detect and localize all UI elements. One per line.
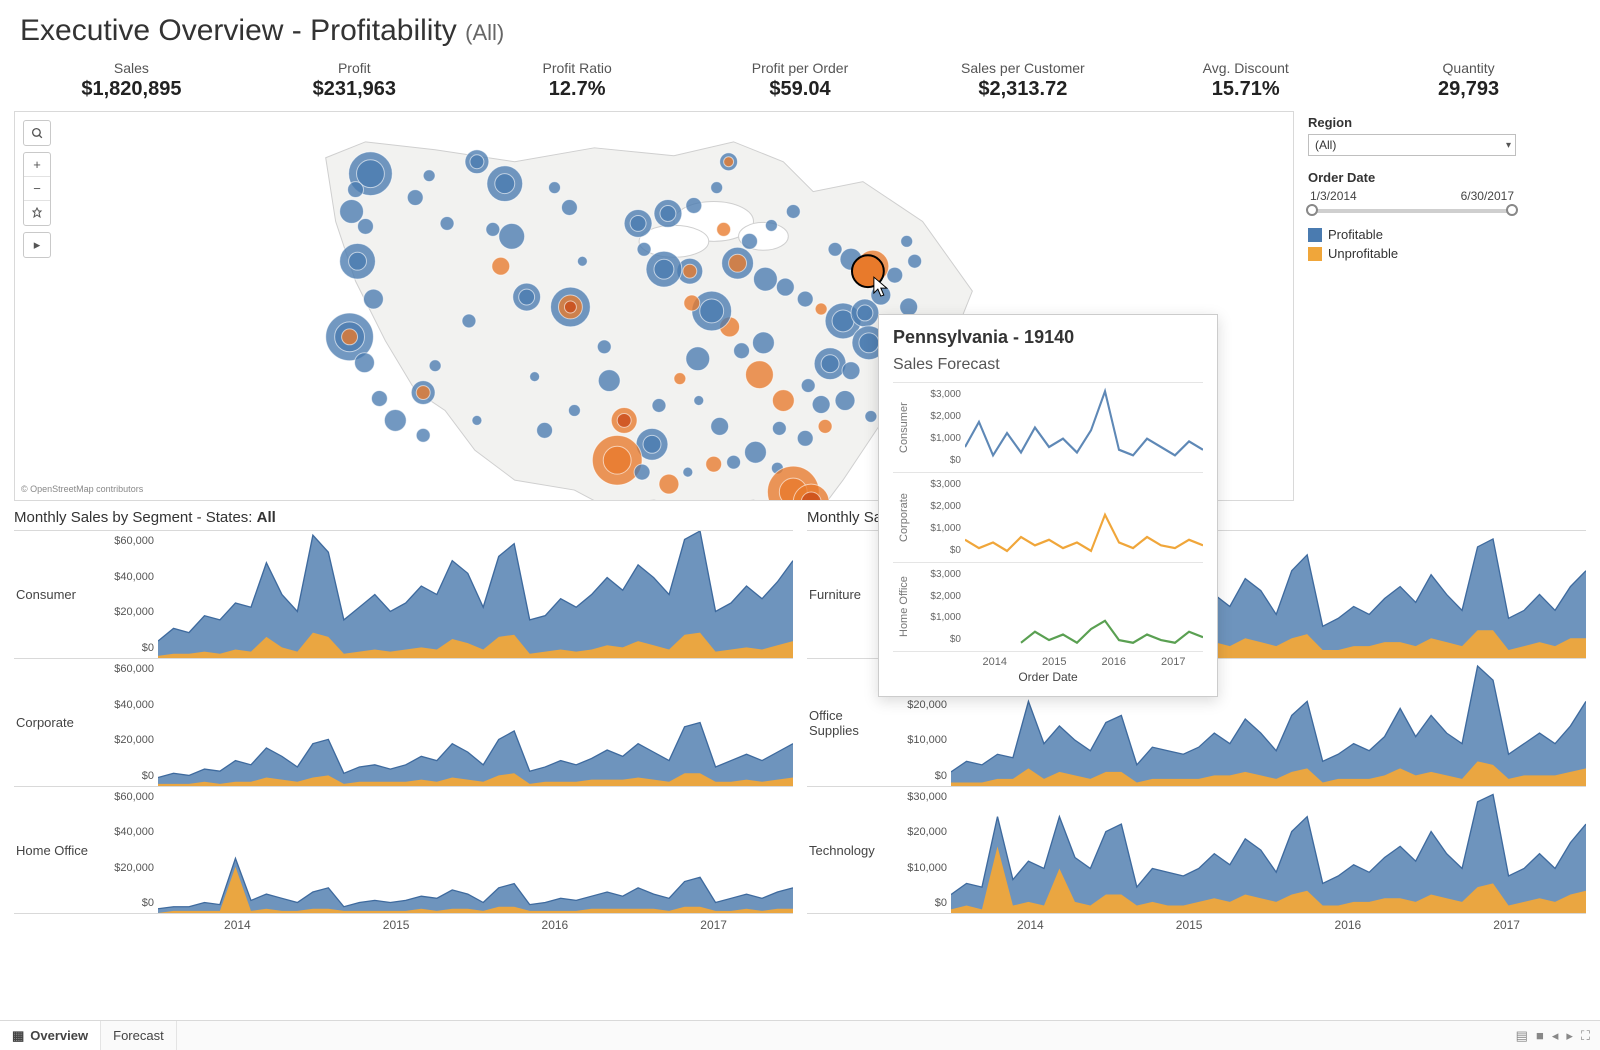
xaxis-year: 2014: [224, 918, 251, 932]
tooltip-yaxis: $3,000$2,000$1,000$0: [915, 563, 965, 651]
kpi-item: Profit $231,963: [243, 60, 466, 101]
legend-item[interactable]: Unprofitable: [1308, 246, 1516, 261]
tooltip-series-row: Consumer$3,000$2,000$1,000$0: [893, 382, 1203, 472]
date-slider[interactable]: [1312, 209, 1512, 213]
sort-asc-icon[interactable]: ▤: [1512, 1028, 1532, 1044]
small-multiple[interactable]: Consumer$60,000$40,000$20,000$0: [14, 530, 793, 658]
sm-yaxis: $30,000$20,000$10,000$0: [893, 787, 951, 913]
kpi-label: Sales: [20, 60, 243, 76]
orderdate-filter-label: Order Date: [1308, 170, 1516, 185]
map-attribution: © OpenStreetMap contributors: [21, 484, 143, 494]
kpi-item: Quantity 29,793: [1357, 60, 1580, 101]
prev-icon[interactable]: ◂: [1548, 1028, 1563, 1044]
xaxis-year: 2017: [1493, 918, 1520, 932]
sort-desc-icon[interactable]: ■: [1532, 1028, 1548, 1043]
tooltip-row-label: Consumer: [893, 383, 915, 472]
pin-icon[interactable]: [24, 201, 50, 225]
grid-icon: ▦: [12, 1028, 24, 1044]
tooltip-xaxis-year: 2015: [1042, 656, 1066, 668]
kpi-value: 29,793: [1357, 78, 1580, 101]
tooltip-xaxis-year: 2014: [983, 656, 1007, 668]
legend-swatch: [1308, 247, 1322, 261]
kpi-value: $1,820,895: [20, 78, 243, 101]
tooltip-xaxis-year: 2016: [1102, 656, 1126, 668]
sm-yaxis: $60,000$40,000$20,000$0: [100, 659, 158, 786]
legend-label: Unprofitable: [1328, 246, 1398, 261]
tooltip-row-label: Corporate: [893, 473, 915, 562]
filters-panel: Region (All) Order Date 1/3/2014 6/30/20…: [1302, 111, 1522, 501]
tooltip-yaxis: $3,000$2,000$1,000$0: [915, 473, 965, 562]
kpi-item: Sales $1,820,895: [20, 60, 243, 101]
tooltip-title: Pennsylvania - 19140: [893, 327, 1203, 348]
footer-view-controls: ▤ ■ ◂ ▸ ⛶: [1506, 1021, 1600, 1050]
region-filter-label: Region: [1308, 115, 1516, 130]
date-slider-start-handle[interactable]: [1306, 204, 1318, 216]
xaxis-year: 2014: [1017, 918, 1044, 932]
sm-row-label: Technology: [807, 787, 893, 913]
map-toolbar: + − ▸: [23, 120, 51, 258]
kpi-value: $59.04: [689, 78, 912, 101]
kpi-item: Profit per Order $59.04: [689, 60, 912, 101]
sm-row-label: Home Office: [14, 787, 100, 913]
kpi-value: 12.7%: [466, 78, 689, 101]
kpi-item: Avg. Discount 15.71%: [1134, 60, 1357, 101]
kpi-label: Profit Ratio: [466, 60, 689, 76]
segment-charts-title: Monthly Sales by Segment - States: All: [14, 509, 793, 526]
sheet-tabs-footer: ▦ Overview Forecast ▤ ■ ◂ ▸ ⛶: [0, 1020, 1600, 1050]
kpi-value: $2,313.72: [911, 78, 1134, 101]
tooltip-xaxis-year: 2017: [1161, 656, 1185, 668]
tooltip-yaxis: $3,000$2,000$1,000$0: [915, 383, 965, 472]
kpi-label: Quantity: [1357, 60, 1580, 76]
zoom-in-icon[interactable]: +: [24, 153, 50, 177]
sm-yaxis: $60,000$40,000$20,000$0: [100, 531, 158, 658]
xaxis-year: 2016: [1335, 918, 1362, 932]
kpi-item: Sales per Customer $2,313.72: [911, 60, 1134, 101]
tooltip-subtitle: Sales Forecast: [893, 356, 1203, 374]
sm-row-label: Corporate: [14, 659, 100, 786]
small-multiple[interactable]: Technology$30,000$20,000$10,000$0: [807, 786, 1586, 914]
legend-item[interactable]: Profitable: [1308, 227, 1516, 242]
orderdate-start: 1/3/2014: [1310, 189, 1357, 203]
kpi-label: Profit per Order: [689, 60, 912, 76]
kpi-value: $231,963: [243, 78, 466, 101]
sm-row-label: Consumer: [14, 531, 100, 658]
title-scope: (All): [465, 20, 504, 45]
small-multiple[interactable]: Home Office$60,000$40,000$20,000$0: [14, 786, 793, 914]
kpi-row: Sales $1,820,895Profit $231,963Profit Rati…: [0, 56, 1600, 111]
title-main: Executive Overview - Profitability: [20, 14, 457, 47]
xaxis-year: 2017: [700, 918, 727, 932]
region-filter-select[interactable]: (All): [1308, 134, 1516, 156]
next-icon[interactable]: ▸: [1562, 1028, 1577, 1044]
search-icon[interactable]: [24, 121, 50, 145]
orderdate-end: 6/30/2017: [1461, 189, 1514, 203]
zoom-out-icon[interactable]: −: [24, 177, 50, 201]
tooltip-xaxis-title: Order Date: [893, 670, 1203, 684]
xaxis-year: 2016: [542, 918, 569, 932]
tooltip-row-label: Home Office: [893, 563, 915, 651]
tooltip-series-row: Home Office$3,000$2,000$1,000$0: [893, 562, 1203, 652]
segment-charts-column: Monthly Sales by Segment - States: All C…: [14, 509, 793, 936]
tab-forecast[interactable]: Forecast: [101, 1021, 177, 1050]
color-legend: Profitable Unprofitable: [1308, 227, 1516, 261]
map-tooltip: Pennsylvania - 19140 Sales Forecast Cons…: [878, 314, 1218, 697]
tab-overview[interactable]: ▦ Overview: [0, 1021, 101, 1050]
legend-swatch: [1308, 228, 1322, 242]
fullscreen-icon[interactable]: ⛶: [1577, 1028, 1594, 1044]
region-filter-value: (All): [1315, 138, 1336, 152]
kpi-value: 15.71%: [1134, 78, 1357, 101]
sm-yaxis: $60,000$40,000$20,000$0: [100, 787, 158, 913]
kpi-label: Avg. Discount: [1134, 60, 1357, 76]
date-slider-end-handle[interactable]: [1506, 204, 1518, 216]
legend-label: Profitable: [1328, 227, 1383, 242]
play-icon[interactable]: ▸: [24, 233, 50, 257]
page-title: Executive Overview - Profitability (All): [0, 0, 1600, 56]
xaxis-year: 2015: [1176, 918, 1203, 932]
kpi-item: Profit Ratio 12.7%: [466, 60, 689, 101]
tooltip-series-row: Corporate$3,000$2,000$1,000$0: [893, 472, 1203, 562]
small-multiple[interactable]: Corporate$60,000$40,000$20,000$0: [14, 658, 793, 786]
xaxis-year: 2015: [383, 918, 410, 932]
kpi-label: Sales per Customer: [911, 60, 1134, 76]
kpi-label: Profit: [243, 60, 466, 76]
